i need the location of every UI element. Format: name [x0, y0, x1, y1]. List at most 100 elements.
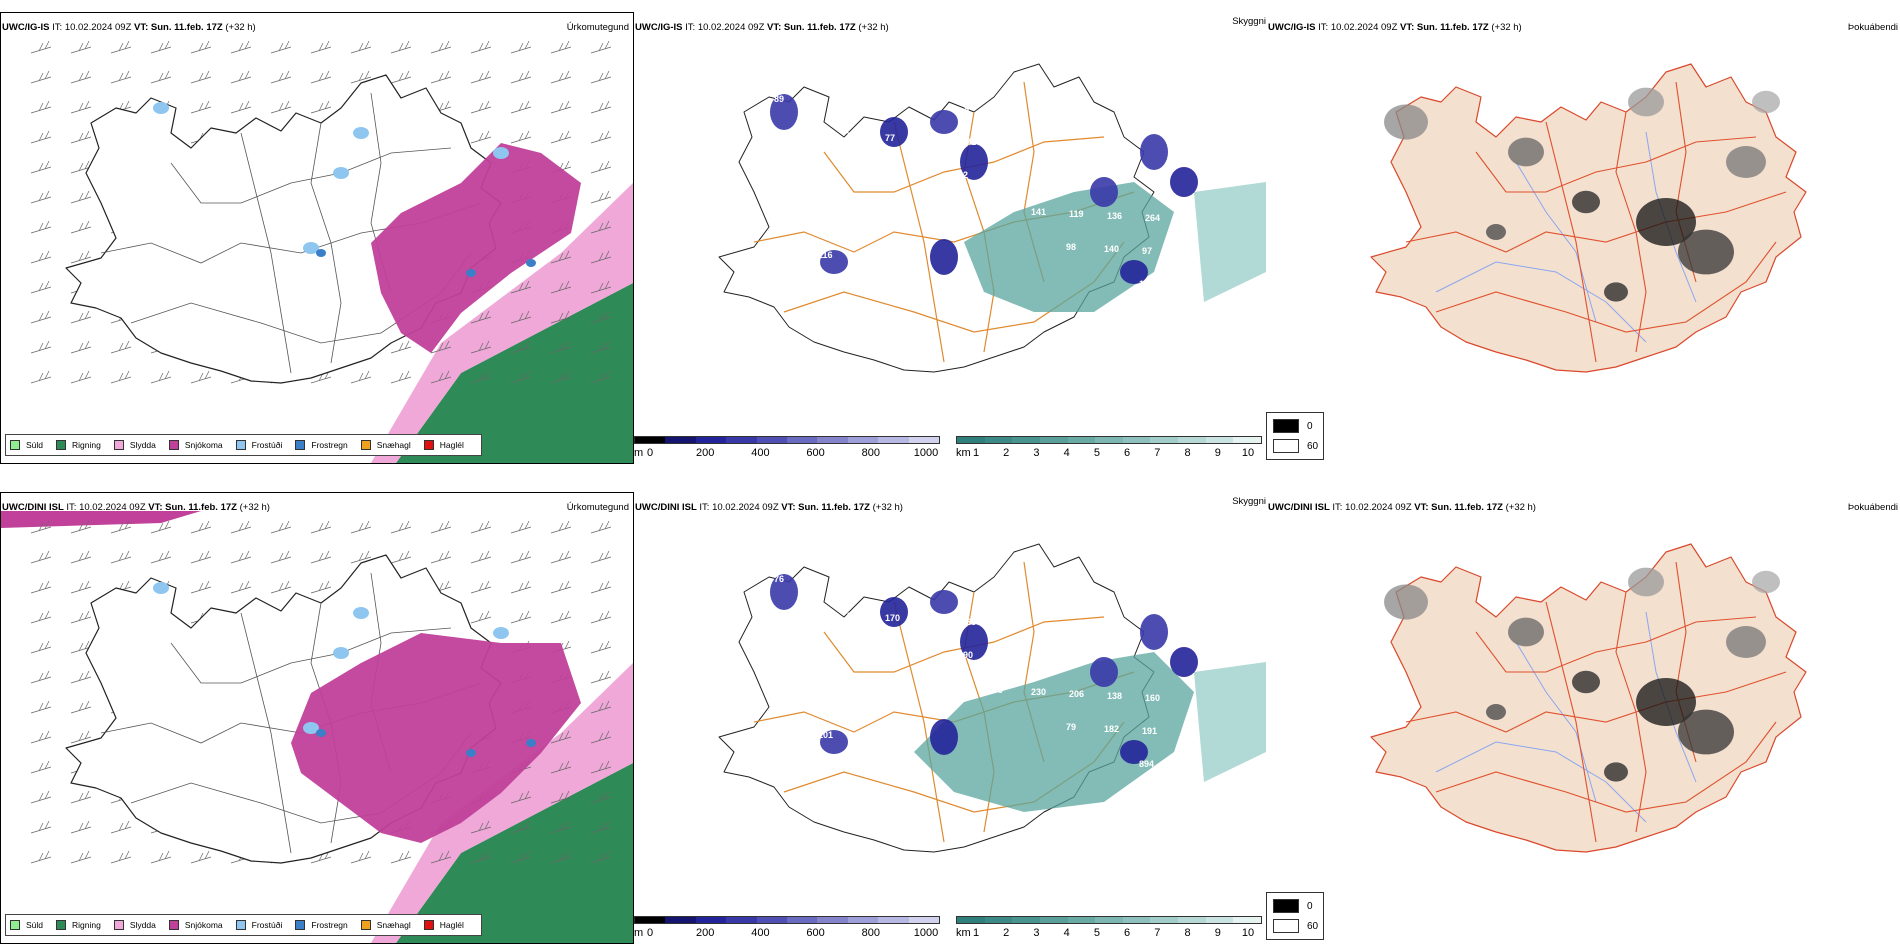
legend-item: Snjókoma [168, 920, 223, 930]
colorbar-step [695, 437, 727, 443]
colorbar-strip [956, 916, 1262, 924]
colorbar-tick: 6 [1124, 447, 1131, 459]
visibility-label: 89 [774, 94, 784, 104]
legend-item: Frostregn [295, 440, 348, 450]
visibility-label: 163 [961, 617, 976, 627]
legend-item: Haglél [423, 440, 464, 450]
colorbar-tick: 3 [1033, 447, 1040, 459]
model-name: UWC/IG-IS [1268, 22, 1316, 33]
rain-area [396, 283, 633, 463]
legend-swatch [10, 440, 20, 450]
freezing-drizzle-area [493, 147, 509, 159]
fog-index-area [1752, 90, 1780, 114]
colorbar-step [1233, 437, 1262, 443]
very-low-visibility-area [960, 624, 988, 660]
visibility-label: 164 [1034, 654, 1049, 664]
freezing-drizzle-area [303, 242, 319, 254]
visibility-label: 82 [958, 170, 968, 180]
lead-time: (+32 h) [872, 502, 903, 513]
legend-label: Snæhagl [376, 920, 411, 930]
visibility-label: 163 [923, 135, 938, 145]
snow-area [371, 143, 581, 353]
fog-index-area [1508, 617, 1544, 647]
very-low-visibility-area [820, 250, 848, 274]
legend-item: Rigning [56, 440, 101, 450]
visibility-label: 91 [815, 283, 825, 293]
visibility-label: 135 [1139, 279, 1154, 289]
colorbar-step [756, 917, 788, 923]
colorbar-strip [634, 436, 940, 444]
legend-swatch [360, 920, 371, 930]
freezing-drizzle-area [333, 167, 349, 179]
very-low-visibility-area [1140, 614, 1168, 650]
legend-label: Haglél [439, 440, 464, 450]
low-visibility-area [914, 652, 1194, 812]
colorbar-step [1205, 437, 1234, 443]
legend-swatch [235, 920, 246, 930]
visibility-m-colorbar: m 0 200 400 600 800 1000 [634, 916, 940, 942]
visibility-label: 160 [1145, 693, 1160, 703]
visibility-label: 206 [1069, 689, 1084, 699]
vt-label: VT: [134, 22, 149, 33]
it-value: 10.02.2024 09Z [712, 502, 779, 513]
colorbar-step [1067, 917, 1096, 923]
freezing-drizzle-area [333, 647, 349, 659]
legend-swatch [168, 920, 179, 930]
legend-swatch [113, 920, 124, 930]
vt-value: Sun. 11.feb. 17Z [1431, 502, 1503, 513]
visibility-label: 304 [815, 763, 830, 773]
colorbar-step [847, 917, 879, 923]
colorbar-step [1095, 917, 1123, 923]
legend-swatch [113, 440, 124, 450]
visibility-label: 75 [847, 131, 857, 141]
panel-title: Úrkomutegund [566, 502, 629, 513]
visibility-label: 191 [1142, 726, 1157, 736]
panel-title: Þokuábendi [1847, 502, 1898, 513]
visibility-label: 246 [888, 580, 903, 590]
visibility-label: 70 [920, 168, 930, 178]
snow-area [291, 633, 581, 843]
fog-legend: 0 60 [1266, 892, 1324, 940]
lead-time: (+32 h) [1491, 22, 1522, 33]
panel-title: Þokuábendi [1847, 22, 1898, 33]
very-low-visibility-area [1090, 657, 1118, 687]
legend-swatch [56, 440, 67, 450]
vt-value: Sun. 11.feb. 17Z [798, 502, 870, 513]
precip-type-map [30, 40, 633, 463]
colorbar-step [756, 437, 788, 443]
river [1515, 161, 1597, 323]
precip-legend: Súld Rigning Slydda Snjókoma Frostúði Frostre… [5, 434, 482, 456]
colorbar-tick: 2 [1003, 927, 1010, 939]
fog-index-area [1678, 229, 1734, 275]
freezing-drizzle-area [353, 127, 369, 139]
fog-index-area [1636, 678, 1696, 726]
colorbar-tick: 7 [1154, 927, 1161, 939]
colorbar-step [787, 437, 818, 443]
river [1515, 641, 1597, 803]
legend-label: Frostregn [311, 440, 348, 450]
colorbar-step [1067, 437, 1096, 443]
colorbar-step [1012, 437, 1040, 443]
vt-label: VT: [767, 22, 782, 33]
very-low-visibility-area [930, 239, 958, 275]
colorbar-tick: 800 [861, 927, 880, 939]
run-header: UWC/IG-IS IT: 10.02.2024 09Z VT: Sun. 11… [2, 22, 256, 33]
fog-legend: 0 60 [1266, 412, 1324, 460]
colorbar-step [847, 437, 879, 443]
it-label: IT: [1332, 502, 1343, 513]
legend-swatch [360, 440, 371, 450]
colorbar-tick: 600 [806, 927, 825, 939]
visibility-label: 92 [812, 576, 822, 586]
legend-label: Frostregn [311, 920, 348, 930]
visibility-label: 101 [818, 730, 833, 740]
vt-value: Sun. 11.feb. 17Z [1416, 22, 1489, 33]
visibility-label: 300 [999, 139, 1014, 149]
fog-legend-bottom: 60 [1307, 440, 1319, 452]
legend-label: Haglél [439, 920, 464, 930]
visibility-label: 671 [961, 137, 976, 147]
fog-index-area [1384, 584, 1428, 620]
it-label: IT: [66, 502, 77, 513]
colorbar-step [957, 917, 985, 923]
run-header: UWC/DINI ISL IT: 10.02.2024 09Z VT: Sun.… [2, 502, 270, 513]
visibility-label: 336 [891, 767, 906, 777]
